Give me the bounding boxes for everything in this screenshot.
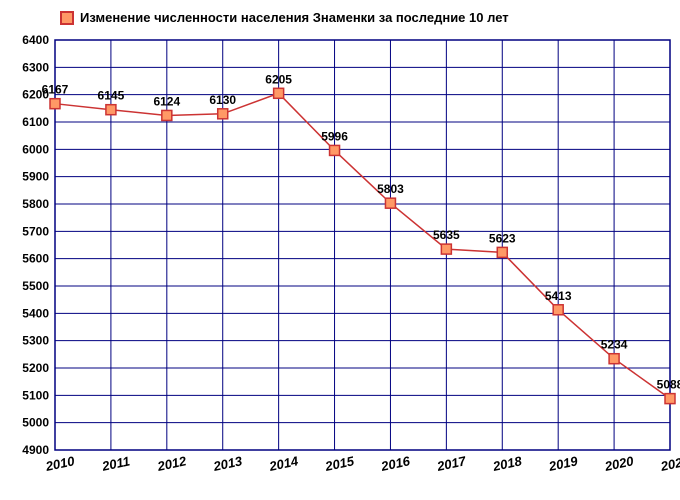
data-marker — [274, 88, 284, 98]
series-line — [55, 93, 670, 398]
svg-text:6400: 6400 — [22, 33, 49, 47]
data-label: 5996 — [321, 129, 348, 143]
x-tick-label: 2011 — [100, 453, 131, 474]
data-label: 6124 — [153, 94, 180, 108]
x-tick-label: 2012 — [155, 453, 188, 474]
data-marker — [609, 354, 619, 364]
svg-text:5900: 5900 — [22, 170, 49, 184]
data-marker — [441, 244, 451, 254]
data-marker — [162, 110, 172, 120]
legend-marker-icon — [60, 11, 74, 25]
data-marker — [106, 105, 116, 115]
svg-text:5600: 5600 — [22, 252, 49, 266]
x-tick-label: 2013 — [211, 453, 244, 474]
data-label: 5803 — [377, 182, 404, 196]
data-marker — [218, 109, 228, 119]
data-marker — [497, 247, 507, 257]
data-label: 5635 — [433, 228, 460, 242]
data-label: 5234 — [601, 338, 628, 352]
svg-text:5500: 5500 — [22, 279, 49, 293]
x-tick-label: 2020 — [602, 453, 635, 474]
x-tick-label: 2016 — [379, 453, 412, 474]
svg-text:6300: 6300 — [22, 60, 49, 74]
data-marker — [330, 145, 340, 155]
data-marker — [665, 394, 675, 404]
data-marker — [50, 99, 60, 109]
data-marker — [553, 305, 563, 315]
x-tick-label: 2015 — [323, 453, 356, 474]
data-marker — [385, 198, 395, 208]
data-label: 5413 — [545, 289, 572, 303]
data-label: 6130 — [209, 93, 236, 107]
legend-label: Изменение численности населения Знаменки… — [80, 10, 509, 25]
data-label: 6167 — [42, 83, 69, 97]
chart-legend: Изменение численности населения Знаменки… — [60, 10, 509, 25]
data-label: 6205 — [265, 72, 292, 86]
svg-text:5400: 5400 — [22, 306, 49, 320]
x-tick-label: 2021 — [658, 453, 680, 474]
data-label: 6145 — [98, 89, 125, 103]
x-tick-label: 2019 — [547, 453, 580, 474]
x-tick-label: 2017 — [435, 453, 468, 474]
svg-text:5200: 5200 — [22, 361, 49, 375]
svg-text:5100: 5100 — [22, 388, 49, 402]
x-tick-label: 2014 — [267, 453, 300, 474]
svg-text:5700: 5700 — [22, 224, 49, 238]
chart-svg: 4900 5000 5100 5200 5300 5400 5500 5600 5700 5800… — [0, 0, 680, 500]
x-tick-label: 2018 — [491, 453, 524, 474]
data-label: 5623 — [489, 231, 516, 245]
svg-text:6100: 6100 — [22, 115, 49, 129]
svg-text:5800: 5800 — [22, 197, 49, 211]
data-label: 5088 — [657, 378, 680, 392]
svg-text:5000: 5000 — [22, 416, 49, 430]
svg-text:4900: 4900 — [22, 443, 49, 457]
population-chart: Изменение численности населения Знаменки… — [0, 0, 680, 500]
svg-text:5300: 5300 — [22, 334, 49, 348]
svg-text:6000: 6000 — [22, 142, 49, 156]
